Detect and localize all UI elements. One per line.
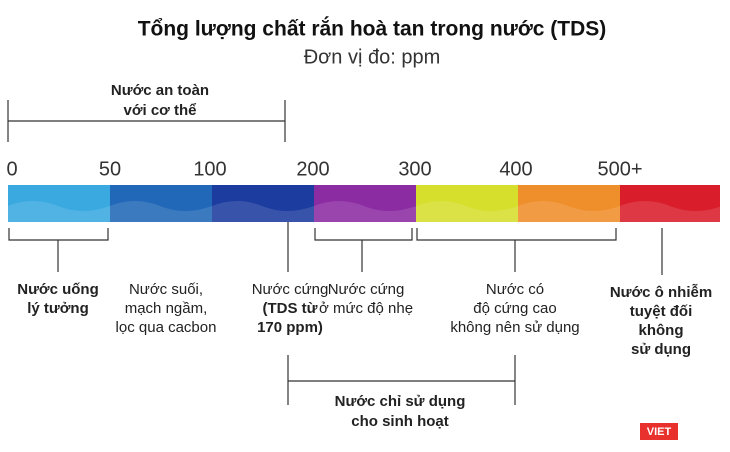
bracket <box>314 228 413 241</box>
scale-segment <box>8 185 110 222</box>
wave <box>620 201 722 222</box>
scale-label: 200 <box>296 158 329 180</box>
label-line: Nước an toàn <box>111 82 209 99</box>
label-line: Nước có <box>486 281 544 298</box>
scale-label: 100 <box>193 158 226 180</box>
wave <box>416 201 518 222</box>
label-line: không nên sử dụng <box>450 319 579 336</box>
label-line: cho sinh hoạt <box>351 413 449 430</box>
label-line: 170 ppm) <box>257 319 323 336</box>
label-line: mạch ngầm, <box>125 300 208 317</box>
label-line: sử dụng <box>631 341 691 358</box>
label-line: lọc qua cacbon <box>116 319 217 336</box>
label-line: Nước uống <box>17 281 99 298</box>
wave <box>8 201 110 222</box>
wave <box>212 201 314 222</box>
subtitle: Đơn vị đo: ppm <box>304 46 441 68</box>
scale-segment <box>518 185 620 222</box>
scale-segment <box>620 185 720 222</box>
scale-segment <box>110 185 212 222</box>
title: Tổng lượng chất rắn hoà tan trong nước (… <box>138 17 607 41</box>
label-line: Nước cứng <box>328 281 405 298</box>
scale-label: 50 <box>99 158 121 180</box>
label-line: (TDS từ <box>262 300 317 317</box>
logo: VIET <box>647 426 672 438</box>
label-line: Nước suối, <box>129 281 203 298</box>
label-line: không <box>639 322 684 339</box>
label-line: độ cứng cao <box>473 300 556 317</box>
label-line: ở mức độ nhẹ <box>319 300 413 317</box>
scale-segment <box>314 185 416 222</box>
label-line: với cơ thể <box>123 102 196 119</box>
wave <box>518 201 620 222</box>
scale-label: 400 <box>499 158 532 180</box>
scale-segment <box>416 185 518 222</box>
bracket <box>8 228 109 241</box>
scale-label: 300 <box>398 158 431 180</box>
bracket <box>416 228 617 241</box>
label-line: Nước chỉ sử dụng <box>335 393 466 410</box>
scale-segment <box>212 185 314 222</box>
label-line: Nước cứng <box>252 281 329 298</box>
label-line: lý tưởng <box>27 300 89 317</box>
label-line: tuyệt đối <box>630 303 693 320</box>
wave <box>314 201 416 222</box>
scale-label: 500+ <box>597 158 642 180</box>
logo-box <box>640 423 678 440</box>
wave <box>110 201 212 222</box>
label-line: Nước ô nhiễm <box>610 284 712 301</box>
scale-label: 0 <box>6 158 17 180</box>
